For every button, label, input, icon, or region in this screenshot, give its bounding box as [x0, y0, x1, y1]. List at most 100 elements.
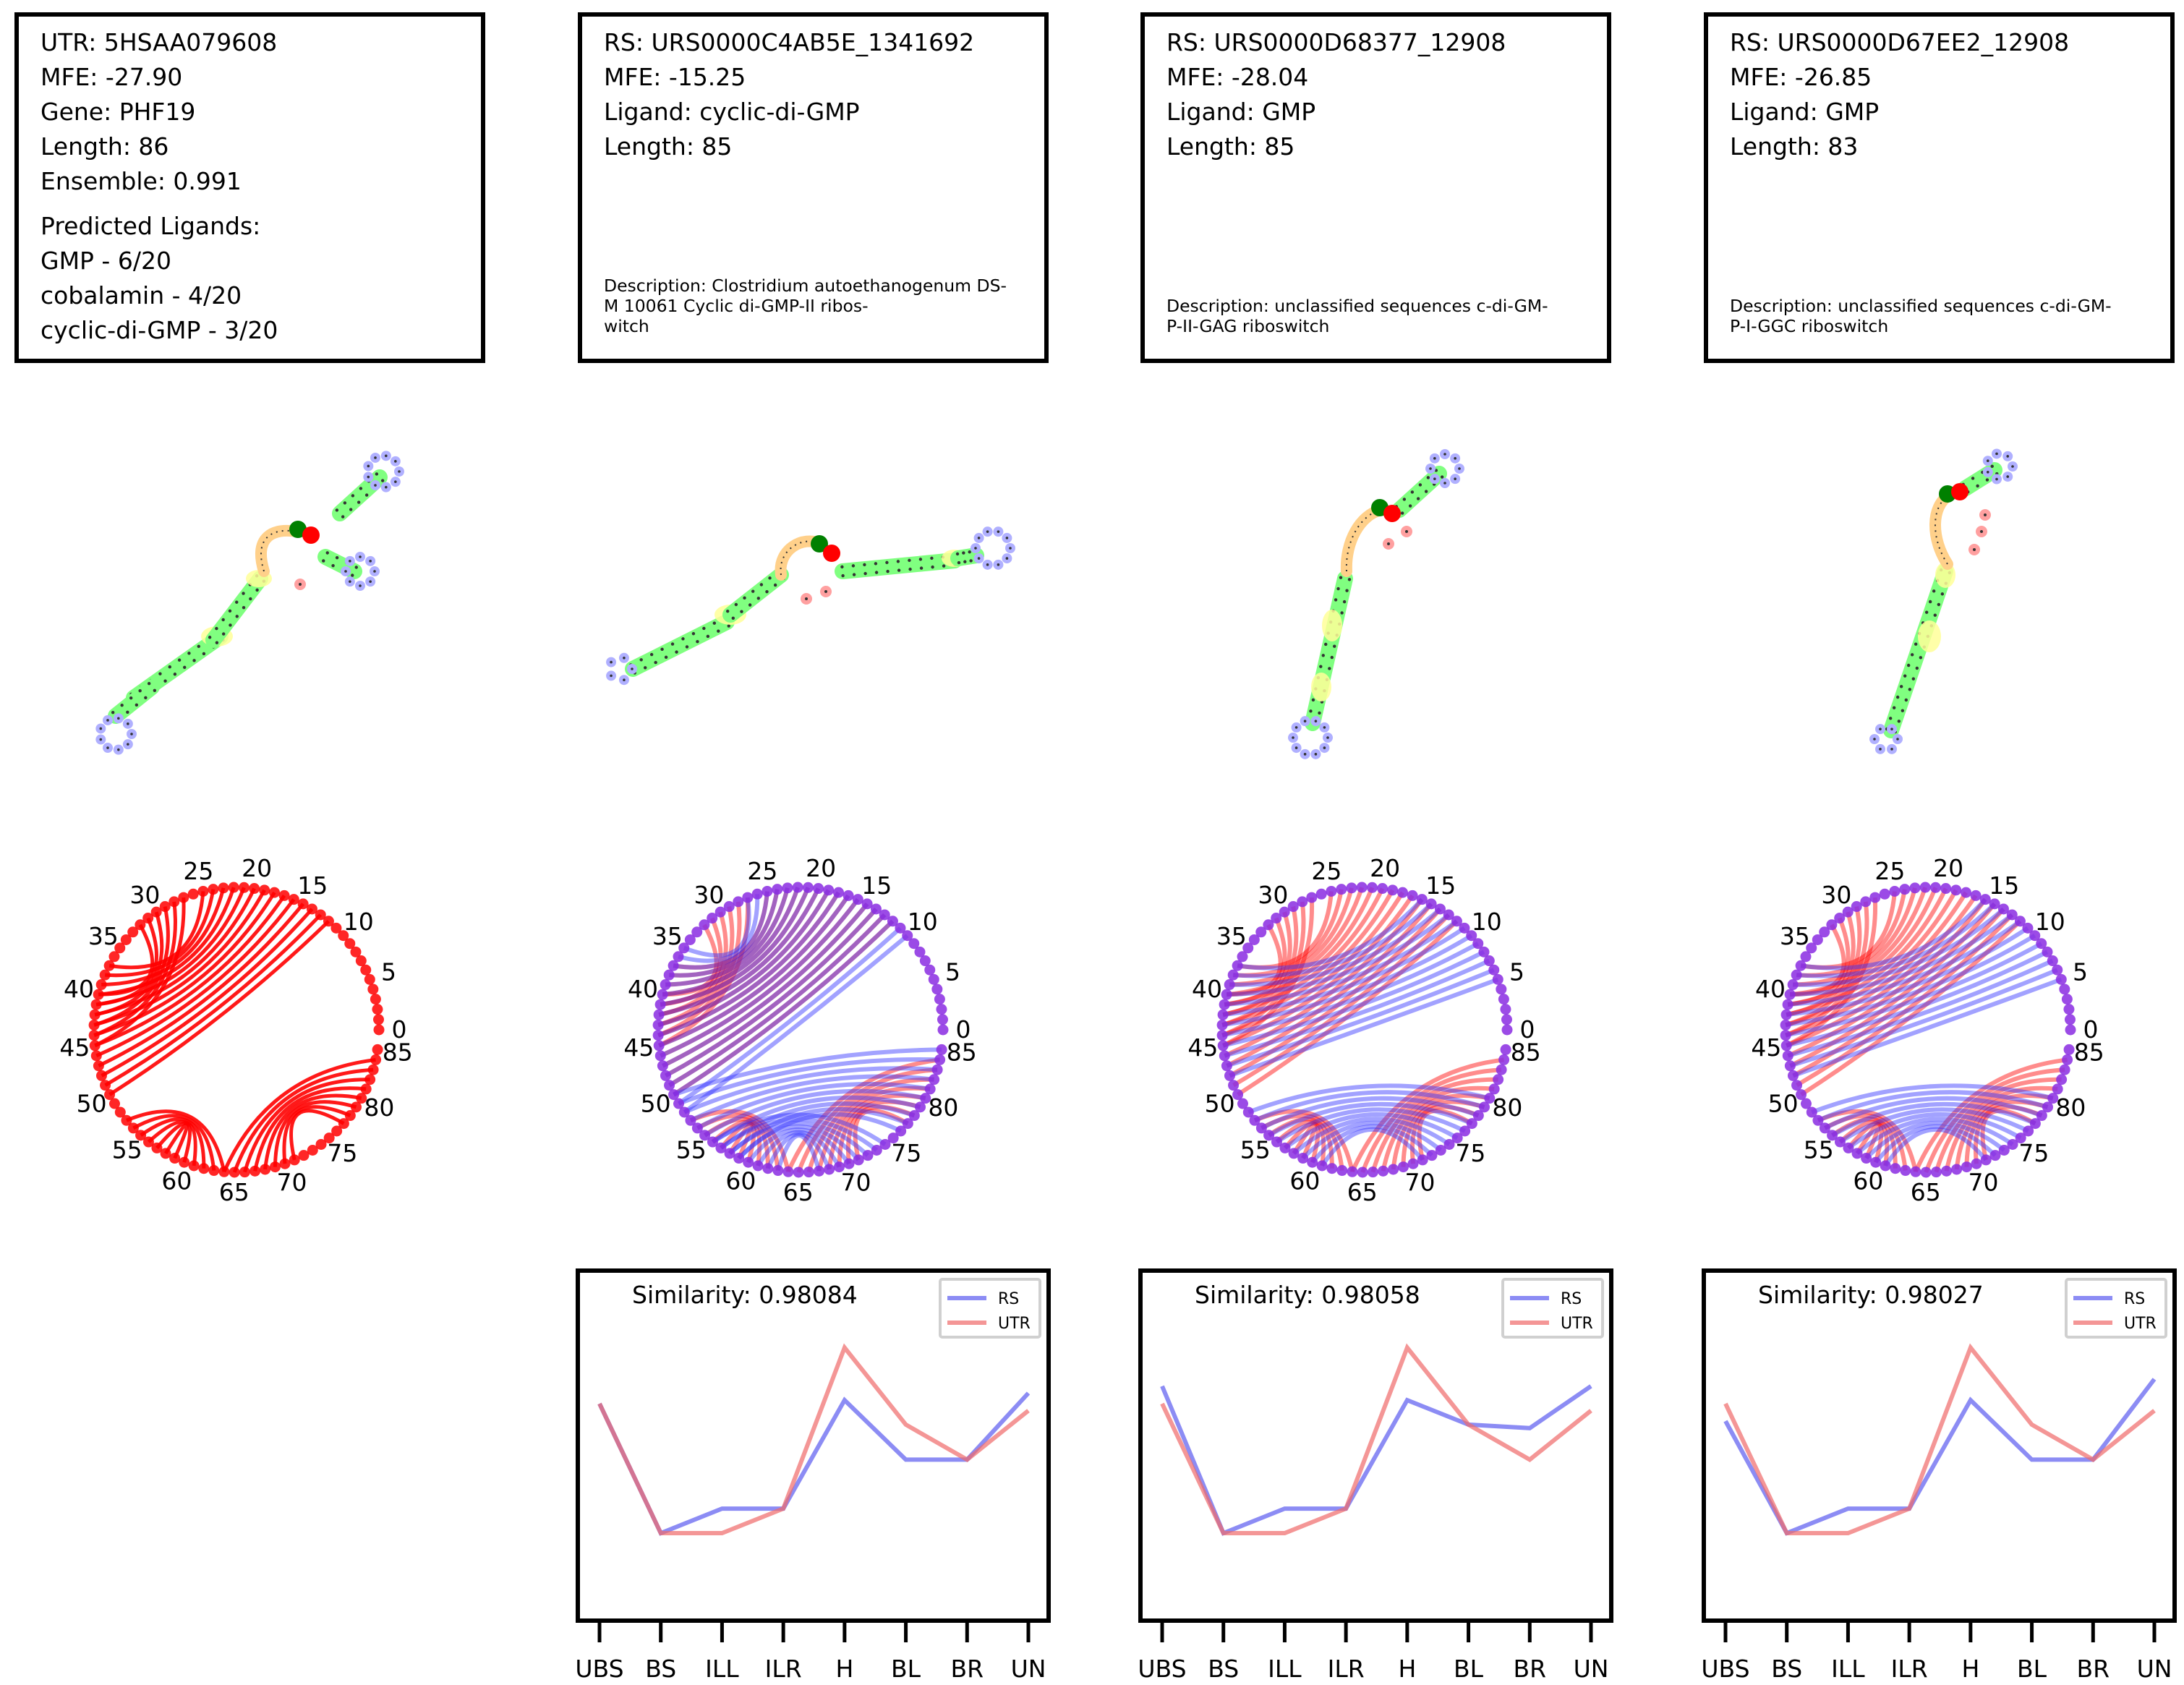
nucleotide-node	[151, 1142, 163, 1153]
nucleotide-node	[782, 1166, 794, 1177]
nucleotide-node	[1919, 882, 1931, 893]
position-tick-label: 70	[1968, 1169, 1999, 1197]
base-pair-arc	[658, 887, 821, 1018]
nucleotide-node	[919, 955, 931, 967]
nucleotide-node	[103, 960, 115, 971]
nucleotide	[942, 564, 946, 568]
nucleotide-node	[104, 1089, 116, 1101]
base-pair-arc	[1934, 1077, 2062, 1173]
nucleotide	[649, 652, 654, 657]
base-pair-arc	[1823, 1113, 1908, 1171]
nucleotide-node	[1237, 1098, 1248, 1109]
similarity-label: Similarity: 0.98058	[1195, 1281, 1420, 1309]
nucleotide-node	[2042, 1101, 2054, 1113]
position-tick-label: 10	[344, 908, 374, 936]
legend-label: UTR	[1561, 1315, 1593, 1333]
nucleotide-node	[1336, 884, 1347, 895]
base-pair-arc	[1227, 923, 1283, 997]
nucleotide-node	[1416, 894, 1428, 905]
nucleotide	[235, 615, 239, 618]
nucleotide-node	[1271, 1136, 1282, 1148]
rs2-ligand: Ligand: GMP	[1166, 98, 1316, 126]
base-pair-arc	[1410, 1104, 1480, 1164]
nucleotide-node	[260, 1164, 271, 1175]
line-chart-0: UBS BS ILL ILR H BL BR UN Similarity: 0.98084 RS U…	[575, 1268, 1051, 1683]
position-tick-label: 85	[1511, 1038, 1541, 1066]
nucleotide	[235, 600, 239, 604]
nucleotide	[187, 652, 191, 655]
base-pair-arc	[657, 897, 751, 1048]
nucleotide-node	[367, 984, 379, 995]
position-tick-label: 55	[676, 1136, 707, 1164]
nucleotide-node	[208, 884, 219, 895]
base-pair-arc	[657, 889, 831, 1028]
rs1-description: Description: Clostridium autoethanogenum…	[604, 276, 1007, 336]
nucleotide-node	[1791, 969, 1802, 981]
base-pair-arc	[1974, 1104, 2043, 1164]
nucleotide-node	[823, 884, 835, 896]
position-tick-label: 40	[1192, 975, 1222, 1003]
nucleotide-node	[208, 1165, 220, 1177]
predicted-ligand-2: cobalamin - 4/20	[40, 281, 242, 310]
nucleotide-node	[331, 1125, 343, 1137]
base-pair-arc	[1224, 887, 1375, 1007]
nucleotide-node	[1356, 882, 1368, 893]
base-pair-arc	[132, 1114, 216, 1171]
nucleotide-node	[1493, 1074, 1504, 1085]
nucleotide-node	[2052, 964, 2063, 976]
nucleotide	[135, 703, 139, 707]
base-pair-arc	[657, 901, 742, 1038]
base-pair-arc	[1785, 934, 2036, 1028]
nucleotide-node	[1782, 1050, 1793, 1062]
nucleotide-node	[1780, 1030, 1791, 1041]
nucleotide	[357, 500, 361, 504]
nucleotide	[631, 667, 634, 670]
base-pair-arc	[1786, 926, 2029, 1018]
base-pair-arc	[657, 905, 735, 1028]
nucleotide	[1928, 600, 1932, 604]
nucleotide-node	[1397, 1161, 1409, 1173]
base-pair-arc	[1954, 1093, 2054, 1170]
nucleotide-node	[843, 890, 854, 901]
end-marker	[1951, 483, 1968, 500]
nucleotide-node	[1498, 1054, 1510, 1065]
nucleotide-node	[934, 1054, 946, 1065]
base-pair-arc	[720, 1117, 879, 1152]
stem	[950, 547, 984, 566]
nucleotide-node	[187, 888, 199, 900]
nucleotide-node	[90, 1050, 102, 1062]
nucleotide-node	[1472, 938, 1484, 950]
position-tick-label: 5	[945, 957, 960, 986]
position-tick-label: 80	[2055, 1093, 2086, 1122]
nucleotide	[969, 559, 973, 563]
nucleotide	[1892, 706, 1896, 709]
base-pair-arc	[163, 1122, 189, 1159]
base-pair-arc	[1226, 968, 1495, 1068]
nucleotide-node	[937, 1014, 948, 1025]
legend-label: RS	[2124, 1290, 2145, 1308]
utr-gene: Gene: PHF19	[40, 98, 196, 126]
base-pair-arc	[1267, 1117, 1334, 1169]
position-tick-label: 60	[161, 1166, 192, 1195]
nucleotide	[1454, 477, 1456, 480]
nucleotide	[335, 508, 339, 512]
nucleotide	[1333, 644, 1336, 648]
base-pair-arc	[98, 923, 154, 997]
nucleotide	[99, 738, 103, 741]
nucleotide	[986, 530, 989, 533]
nucleotide-node	[198, 1163, 210, 1174]
nucleotide-node	[1870, 1156, 1882, 1168]
nucleotide-node	[1795, 960, 1807, 971]
utr-info-box: UTR: 5HSAA079608 MFE: -27.90 Gene: PHF19…	[14, 12, 485, 363]
nucleotide-node	[1336, 1165, 1348, 1177]
nucleotide-node	[902, 1118, 913, 1130]
base-pair-arc	[673, 891, 769, 970]
position-tick-label: 50	[1205, 1089, 1235, 1117]
nucleotide-node	[1989, 898, 2000, 910]
nucleotide-node	[861, 898, 873, 910]
nucleotide	[712, 621, 717, 625]
nucleotide-node	[715, 1142, 727, 1153]
nucleotide-node	[833, 887, 845, 898]
x-tick-label: UN	[1574, 1655, 1609, 1683]
